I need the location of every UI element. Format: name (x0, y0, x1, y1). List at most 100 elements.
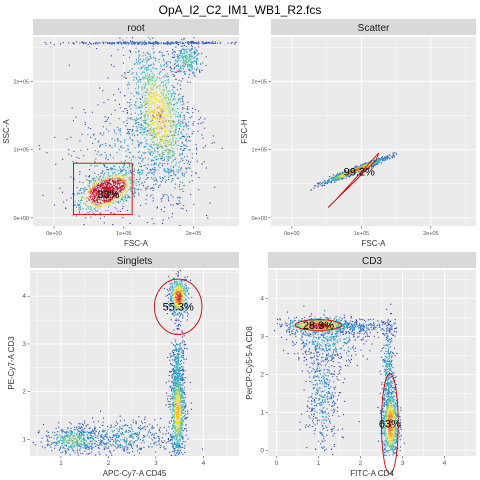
event-point (131, 139, 133, 141)
event-point (152, 77, 154, 79)
event-point (171, 103, 173, 105)
event-point (211, 41, 213, 43)
event-point (119, 41, 121, 43)
event-point (349, 173, 351, 175)
event-point (121, 428, 123, 430)
event-point (112, 181, 114, 183)
event-point (159, 100, 161, 102)
event-point (127, 183, 129, 185)
event-point (141, 94, 143, 96)
event-point (87, 127, 89, 129)
event-point (187, 438, 189, 440)
event-point (103, 177, 105, 179)
event-point (160, 71, 162, 73)
event-point (168, 135, 170, 137)
event-point (154, 133, 156, 135)
event-point (388, 154, 390, 156)
event-point (74, 204, 76, 206)
event-point (362, 166, 364, 168)
event-point (159, 117, 161, 119)
event-point (99, 202, 101, 204)
event-point (178, 169, 180, 171)
event-point (145, 98, 147, 100)
event-point (385, 158, 387, 160)
event-point (79, 203, 81, 205)
event-point (163, 446, 165, 448)
event-point (191, 116, 193, 118)
event-point (173, 135, 175, 137)
event-point (129, 169, 131, 171)
event-point (98, 195, 100, 197)
event-point (34, 444, 36, 446)
event-point (146, 114, 148, 116)
event-point (227, 42, 229, 44)
event-point (82, 208, 84, 210)
event-point (124, 95, 126, 97)
event-point (179, 160, 181, 162)
event-point (338, 177, 340, 179)
event-point (337, 178, 339, 180)
event-point (191, 67, 193, 69)
event-point (362, 163, 364, 165)
event-point (113, 131, 115, 133)
event-point (392, 155, 394, 157)
event-point (115, 174, 117, 176)
event-point (154, 80, 156, 82)
event-point (165, 142, 167, 144)
event-point (163, 100, 165, 102)
event-point (155, 80, 157, 82)
event-point (140, 66, 142, 68)
event-point (156, 113, 158, 115)
event-point (129, 118, 131, 120)
event-point (126, 172, 128, 174)
event-point (164, 136, 166, 138)
event-point (46, 445, 48, 447)
event-point (101, 183, 103, 185)
event-point (162, 94, 164, 96)
event-point (169, 131, 171, 133)
event-point (168, 99, 170, 101)
event-point (61, 442, 63, 444)
event-point (142, 105, 144, 107)
event-point (113, 94, 115, 96)
event-point (150, 443, 152, 445)
event-point (158, 134, 160, 136)
event-point (358, 171, 360, 173)
event-point (184, 118, 186, 120)
event-point (87, 448, 89, 450)
event-point (159, 162, 161, 164)
event-point (117, 195, 119, 197)
event-point (62, 191, 64, 193)
event-point (179, 154, 181, 156)
event-point (97, 201, 99, 203)
event-point (130, 42, 132, 44)
event-point (93, 182, 95, 184)
event-point (189, 382, 191, 384)
event-point (171, 134, 173, 136)
event-point (197, 110, 199, 112)
event-point (159, 154, 161, 156)
event-point (118, 103, 120, 105)
event-point (90, 202, 92, 204)
event-point (100, 199, 102, 201)
event-point (154, 169, 156, 171)
event-point (97, 420, 99, 422)
event-point (336, 178, 338, 180)
event-point (151, 164, 153, 166)
event-point (115, 196, 117, 198)
event-point (120, 179, 122, 181)
event-point (151, 42, 153, 44)
event-point (162, 195, 164, 197)
event-point (170, 68, 172, 70)
y-tick-label: 1e+05 (252, 148, 267, 154)
event-point (165, 140, 167, 142)
event-point (343, 175, 345, 177)
event-point (173, 455, 175, 456)
event-point (97, 445, 99, 447)
event-point (169, 409, 171, 411)
event-point (178, 56, 180, 58)
event-point (184, 428, 186, 430)
event-point (147, 432, 149, 434)
event-point (130, 171, 132, 173)
event-point (164, 123, 166, 125)
